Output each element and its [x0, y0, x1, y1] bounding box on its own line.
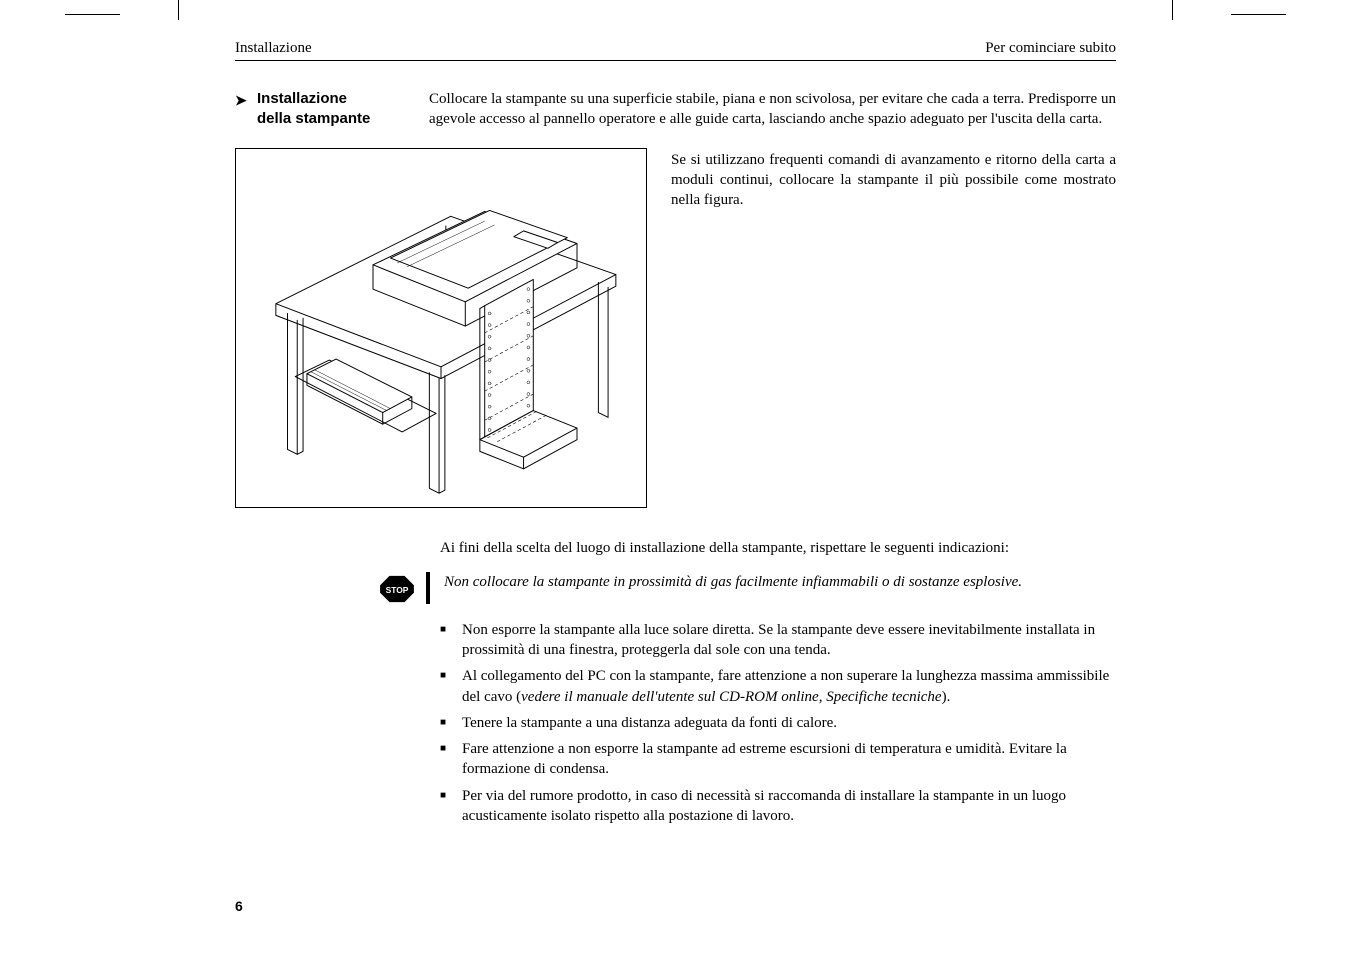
guidelines-block: Ai fini della scelta del luogo di instal… [440, 538, 1116, 827]
svg-text:STOP: STOP [386, 585, 409, 595]
list-item: Non esporre la stampante alla luce solar… [440, 620, 1116, 661]
section-heading: ➤ Installazione della stampante [235, 89, 405, 130]
printer-on-desk-illustration [246, 158, 636, 498]
stop-bar [426, 572, 430, 604]
header-right: Per cominciare subito [985, 40, 1116, 57]
arrow-icon: ➤ [235, 91, 247, 110]
crop-mark [1172, 0, 1173, 20]
section-intro-text: Collocare la stampante su una superficie… [429, 89, 1116, 130]
list-item: Per via del rumore prodotto, in caso di … [440, 786, 1116, 827]
crop-mark [178, 0, 179, 20]
list-item: Tenere la stampante a una distanza adegu… [440, 713, 1116, 733]
list-item: Al collegamento del PC con la stampante,… [440, 666, 1116, 707]
list-item-text: Tenere la stampante a una distanza adegu… [462, 715, 837, 731]
stop-icon: STOP [378, 574, 416, 604]
heading-line-2: della stampante [257, 110, 370, 127]
guidelines-intro: Ai fini della scelta del luogo di instal… [440, 538, 1116, 558]
list-item-text: Per via del rumore prodotto, in caso di … [462, 788, 1066, 824]
list-item-text: Non esporre la stampante alla luce solar… [462, 622, 1095, 658]
header-left: Installazione [235, 40, 312, 57]
page-content: Installazione Per cominciare subito ➤ In… [235, 40, 1116, 914]
page-number: 6 [235, 898, 243, 914]
list-item: Fare attenzione a non esporre la stampan… [440, 739, 1116, 780]
heading-line-1: Installazione [257, 90, 347, 107]
printer-figure [235, 148, 647, 508]
list-item-text: Fare attenzione a non esporre la stampan… [462, 741, 1067, 777]
figure-caption: Se si utilizzano frequenti comandi di av… [671, 148, 1116, 508]
page-header: Installazione Per cominciare subito [235, 40, 1116, 61]
list-item-text: ). [942, 689, 951, 705]
section-intro-row: ➤ Installazione della stampante Collocar… [235, 89, 1116, 130]
crop-mark [65, 14, 120, 15]
stop-warning: STOP Non collocare la stampante in pross… [378, 572, 1116, 604]
figure-row: Se si utilizzano frequenti comandi di av… [235, 148, 1116, 508]
crop-mark [1231, 14, 1286, 15]
guidelines-list: Non esporre la stampante alla luce solar… [440, 620, 1116, 826]
list-item-text-italic: vedere il manuale dell'utente sul CD-ROM… [521, 689, 941, 705]
stop-warning-text: Non collocare la stampante in prossimità… [444, 572, 1116, 592]
